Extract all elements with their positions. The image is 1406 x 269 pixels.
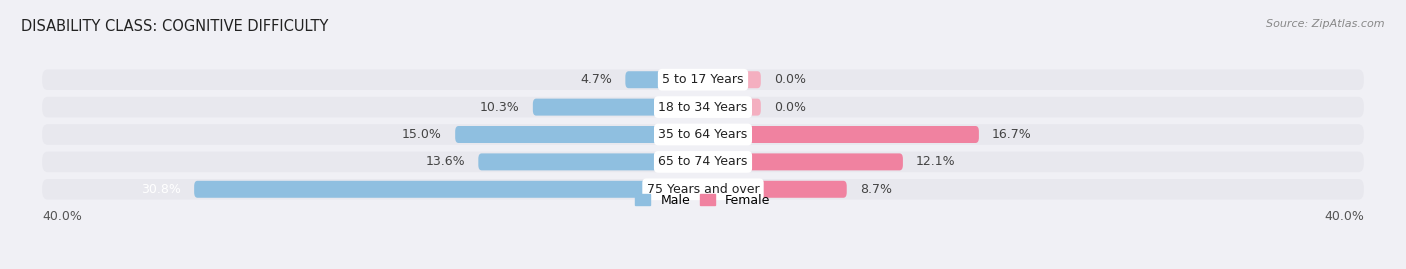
FancyBboxPatch shape — [533, 99, 703, 116]
Text: 4.7%: 4.7% — [581, 73, 612, 86]
Text: 40.0%: 40.0% — [1324, 210, 1364, 223]
Text: 35 to 64 Years: 35 to 64 Years — [658, 128, 748, 141]
Text: 65 to 74 Years: 65 to 74 Years — [658, 155, 748, 168]
FancyBboxPatch shape — [478, 153, 703, 170]
FancyBboxPatch shape — [456, 126, 703, 143]
Text: 18 to 34 Years: 18 to 34 Years — [658, 101, 748, 114]
Text: 40.0%: 40.0% — [42, 210, 82, 223]
Legend: Male, Female: Male, Female — [636, 194, 770, 207]
Text: 10.3%: 10.3% — [479, 101, 520, 114]
Text: 0.0%: 0.0% — [775, 73, 806, 86]
FancyBboxPatch shape — [703, 126, 979, 143]
Text: 16.7%: 16.7% — [993, 128, 1032, 141]
FancyBboxPatch shape — [42, 124, 1364, 145]
FancyBboxPatch shape — [703, 153, 903, 170]
FancyBboxPatch shape — [42, 69, 1364, 90]
FancyBboxPatch shape — [703, 99, 761, 116]
Text: 12.1%: 12.1% — [917, 155, 956, 168]
FancyBboxPatch shape — [42, 152, 1364, 172]
Text: 75 Years and over: 75 Years and over — [647, 183, 759, 196]
Text: Source: ZipAtlas.com: Source: ZipAtlas.com — [1267, 19, 1385, 29]
Text: 0.0%: 0.0% — [775, 101, 806, 114]
FancyBboxPatch shape — [42, 179, 1364, 200]
FancyBboxPatch shape — [194, 181, 703, 198]
Text: 15.0%: 15.0% — [402, 128, 441, 141]
Text: DISABILITY CLASS: COGNITIVE DIFFICULTY: DISABILITY CLASS: COGNITIVE DIFFICULTY — [21, 19, 329, 34]
FancyBboxPatch shape — [703, 181, 846, 198]
Text: 13.6%: 13.6% — [426, 155, 465, 168]
FancyBboxPatch shape — [626, 71, 703, 88]
FancyBboxPatch shape — [703, 71, 761, 88]
Text: 30.8%: 30.8% — [141, 183, 181, 196]
Text: 5 to 17 Years: 5 to 17 Years — [662, 73, 744, 86]
FancyBboxPatch shape — [42, 97, 1364, 117]
Text: 8.7%: 8.7% — [860, 183, 891, 196]
